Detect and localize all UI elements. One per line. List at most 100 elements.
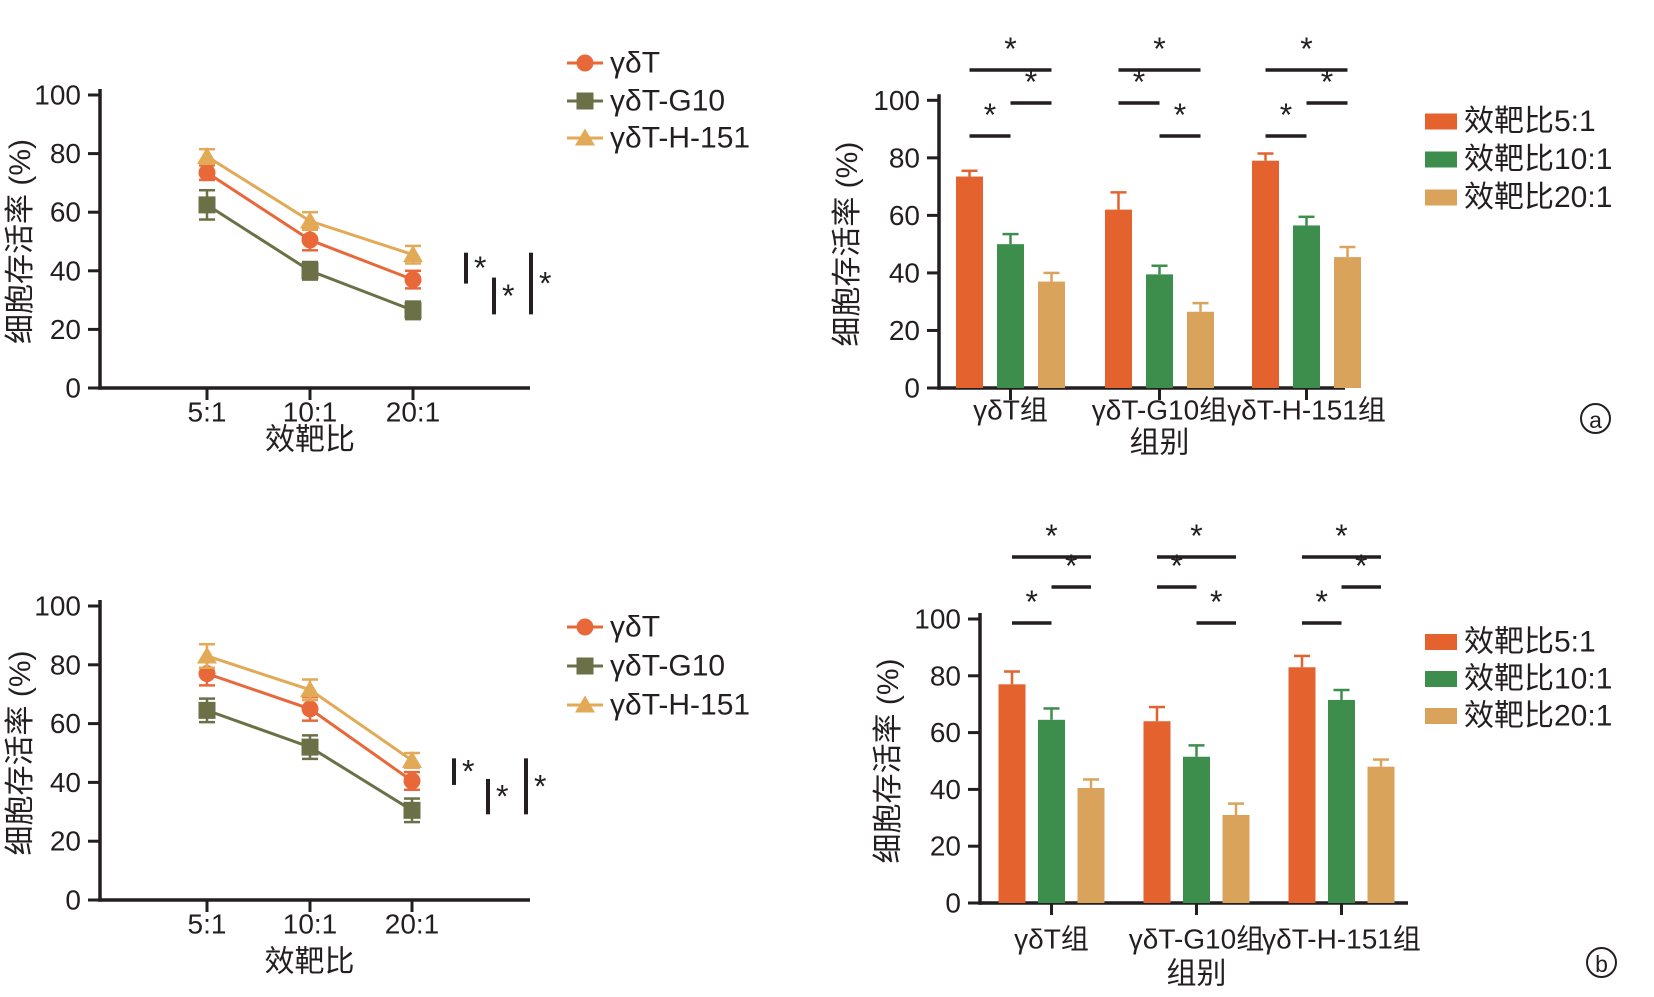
x-tick-label: 20:1 xyxy=(385,909,440,940)
significance-asterisk: * xyxy=(496,779,508,815)
line-chart-b: 0 20 40 60 80 100 细胞存活率 (%) 5:1 10:1 20:1 效靶比 * * * γδ… xyxy=(4,591,750,979)
y-axis-title: 细胞存活率 (%) xyxy=(831,142,864,347)
y-tick-label: 60 xyxy=(50,708,81,739)
significance-asterisk: * xyxy=(474,250,486,286)
y-tick-label: 80 xyxy=(50,138,81,169)
bar xyxy=(1146,274,1173,388)
y-tick-label: 0 xyxy=(65,885,81,916)
y-tick-label: 40 xyxy=(889,257,920,288)
significance-asterisk: * xyxy=(1355,548,1367,584)
x-tick-label: γδT-G10组 xyxy=(1092,395,1227,426)
data-point-marker xyxy=(576,54,594,72)
significance-asterisk: * xyxy=(1065,548,1077,584)
significance-asterisk: * xyxy=(1133,64,1145,100)
x-tick-label: 5:1 xyxy=(188,397,227,428)
bar xyxy=(1105,209,1132,388)
data-point-marker xyxy=(402,750,422,768)
significance-asterisk: * xyxy=(1045,518,1057,554)
legend-label: γδT xyxy=(610,47,660,80)
bar xyxy=(1367,766,1395,903)
significance-asterisk: * xyxy=(1026,584,1038,620)
bar xyxy=(1328,699,1355,903)
line-chart-a: 0 20 40 60 80 100 细胞存活率 (%) 5:1 10:1 20:1 效靶比 * * * γδ… xyxy=(4,47,750,457)
y-tick-label: 20 xyxy=(930,831,961,862)
legend-label: γδT-G10 xyxy=(610,650,725,683)
x-tick-label: γδT组 xyxy=(973,395,1048,426)
y-tick-label: 60 xyxy=(50,197,81,228)
bar xyxy=(1187,311,1214,388)
panel-label-b: b xyxy=(1586,947,1617,978)
y-tick-label: 80 xyxy=(889,142,920,173)
x-axis-title: 组别 xyxy=(1167,958,1227,991)
legend-label: 效靶比10:1 xyxy=(1464,663,1612,696)
y-tick-label: 100 xyxy=(34,591,81,622)
legend-label: 效靶比5:1 xyxy=(1464,626,1596,659)
significance-asterisk: * xyxy=(1300,31,1312,67)
y-tick-label: 100 xyxy=(34,80,81,111)
data-point-marker xyxy=(403,801,421,819)
bar xyxy=(1293,225,1320,388)
bar xyxy=(997,244,1024,388)
legend-label: γδT-H-151 xyxy=(610,122,750,155)
y-tick-label: 40 xyxy=(50,255,81,286)
x-axis-title: 效靶比 xyxy=(265,946,355,979)
y-axis-title: 细胞存活率 (%) xyxy=(4,651,37,856)
data-point-marker xyxy=(404,271,422,289)
y-tick-label: 100 xyxy=(873,85,920,116)
x-tick-label: γδT-H-151组 xyxy=(1227,395,1386,426)
y-tick-label: 40 xyxy=(930,774,961,805)
x-tick-label: 20:1 xyxy=(386,397,441,428)
significance-asterisk: * xyxy=(462,754,474,790)
legend-swatch xyxy=(1425,634,1457,650)
legend-label: γδT xyxy=(610,611,660,644)
x-tick-label: γδT-H-151组 xyxy=(1262,924,1421,955)
bar xyxy=(1183,756,1210,903)
data-point-marker xyxy=(198,665,216,683)
significance-asterisk: * xyxy=(539,266,551,302)
data-point-marker xyxy=(301,231,319,249)
significance-asterisk: * xyxy=(1280,97,1292,133)
bar-chart-b: 0 20 40 60 80 100 细胞存活率 (%) γδT组 γδT-G10组γδT-H-1… xyxy=(872,518,1612,991)
data-point-marker xyxy=(198,701,216,719)
data-point-marker xyxy=(300,211,320,229)
y-tick-label: 20 xyxy=(50,314,81,345)
x-tick-label: 5:1 xyxy=(188,909,227,940)
y-tick-label: 20 xyxy=(50,826,81,857)
legend-label: γδT-H-151 xyxy=(610,689,750,722)
bar xyxy=(1222,814,1250,903)
significance-asterisk: * xyxy=(984,97,996,133)
significance-asterisk: * xyxy=(1153,31,1165,67)
y-tick-label: 40 xyxy=(50,767,81,798)
data-point-marker xyxy=(576,618,594,636)
data-point-marker xyxy=(575,128,595,146)
significance-asterisk: * xyxy=(1025,64,1037,100)
data-point-marker xyxy=(301,700,319,718)
x-tick-label: 10:1 xyxy=(283,397,338,428)
data-point-marker xyxy=(404,301,422,319)
significance-asterisk: * xyxy=(1171,548,1183,584)
y-tick-label: 60 xyxy=(930,717,961,748)
x-axis-title: 效靶比 xyxy=(265,424,355,457)
legend-swatch xyxy=(1425,113,1457,130)
bar xyxy=(998,684,1026,903)
data-point-marker xyxy=(301,738,319,756)
y-axis-title: 细胞存活率 (%) xyxy=(872,659,905,864)
x-tick-label: 10:1 xyxy=(283,909,338,940)
bar xyxy=(1038,719,1065,903)
legend-swatch xyxy=(1425,151,1457,168)
significance-asterisk: * xyxy=(1210,584,1222,620)
legend-label: 效靶比20:1 xyxy=(1464,700,1612,733)
y-tick-label: 0 xyxy=(945,888,961,919)
y-tick-label: 100 xyxy=(914,604,961,635)
bar xyxy=(1077,787,1105,903)
significance-asterisk: * xyxy=(502,278,514,314)
data-point-marker xyxy=(197,646,217,664)
significance-asterisk: * xyxy=(1321,64,1333,100)
y-tick-label: 80 xyxy=(930,660,961,691)
y-axis-title: 细胞存活率 (%) xyxy=(4,139,37,344)
legend-label: 效靶比20:1 xyxy=(1464,181,1612,214)
significance-asterisk: * xyxy=(1335,518,1347,554)
significance-asterisk: * xyxy=(1316,584,1328,620)
y-tick-label: 20 xyxy=(889,315,920,346)
